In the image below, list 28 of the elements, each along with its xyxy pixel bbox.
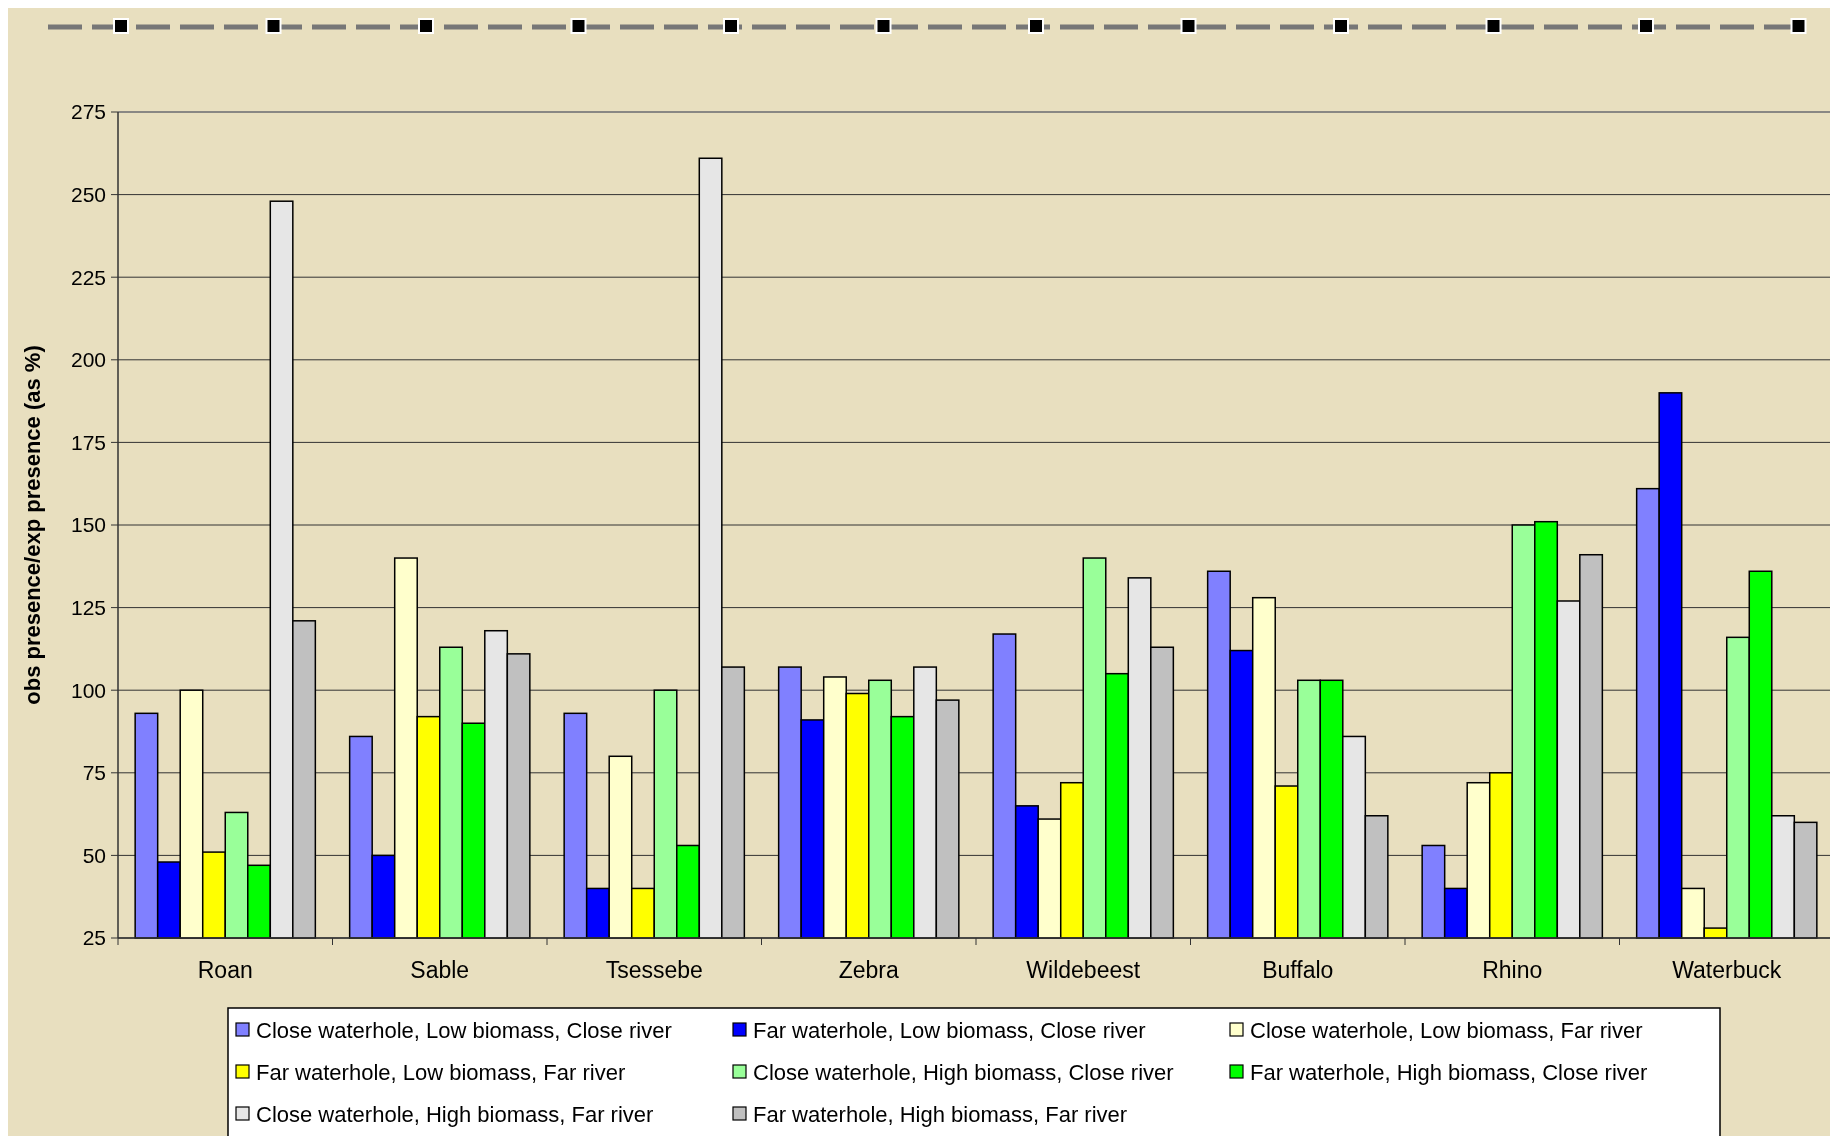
x-tick-label: Zebra <box>838 957 899 983</box>
x-tick-label: Wildebeest <box>1026 957 1141 983</box>
y-tick-label: 50 <box>82 843 106 867</box>
y-tick-label: 175 <box>70 430 106 454</box>
legend-label: Close waterhole, Low biomass, Close river <box>256 1017 672 1043</box>
x-tick-label: Waterbuck <box>1672 957 1782 983</box>
y-tick-label: 225 <box>70 265 106 289</box>
x-tick-label: Sable <box>410 957 470 983</box>
legend-label: Far waterhole, Low biomass, Far river <box>256 1059 626 1085</box>
y-tick-label: 150 <box>70 513 106 537</box>
y-tick-label: 200 <box>70 348 106 372</box>
legend-label: Far waterhole, High biomass, Close river <box>1250 1059 1648 1085</box>
y-tick-label: 250 <box>70 182 106 206</box>
legend-label: Close waterhole, Low biomass, Far river <box>1250 1017 1643 1043</box>
x-tick-label: Buffalo <box>1262 957 1334 983</box>
y-tick-label: 100 <box>70 678 106 702</box>
legend-label: Close waterhole, High biomass, Close river <box>753 1059 1174 1085</box>
y-axis-title: obs presence/exp presence (as %) <box>20 345 45 705</box>
x-tick-label: Tsessebe <box>605 957 703 983</box>
legend-label: Close waterhole, High biomass, Far river <box>256 1101 654 1127</box>
legend-label: Far waterhole, High biomass, Far river <box>753 1101 1128 1127</box>
y-tick-label: 25 <box>82 926 106 950</box>
y-tick-label: 275 <box>70 100 106 124</box>
x-tick-label: Roan <box>197 957 253 983</box>
x-tick-label: Rhino <box>1482 957 1543 983</box>
y-tick-label: 125 <box>70 595 106 619</box>
legend-label: Far waterhole, Low biomass, Close river <box>753 1017 1146 1043</box>
y-tick-label: 75 <box>82 761 106 785</box>
